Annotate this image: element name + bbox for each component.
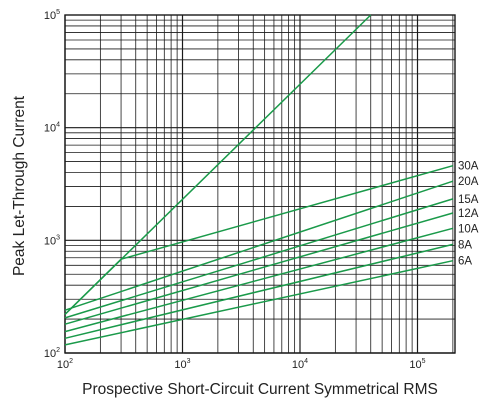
series-label-8a: 8A — [458, 239, 472, 251]
y-axis-label: Peak Let-Through Current — [11, 95, 28, 276]
y-tick-label: 105 — [44, 9, 60, 22]
series-line-20a — [64, 180, 454, 311]
series-line-12a — [64, 212, 454, 325]
series-label-20a: 20A — [458, 176, 479, 188]
y-tick-label: 104 — [44, 122, 60, 135]
x-tick-label: 104 — [292, 358, 308, 371]
series-label-30a: 30A — [458, 161, 479, 173]
series-line-10a — [64, 227, 454, 333]
x-tick-label: 103 — [174, 358, 190, 371]
y-tick-label: 103 — [44, 234, 60, 247]
x-axis-label: Prospective Short-Circuit Current Symmet… — [82, 381, 438, 398]
series-lines — [64, 14, 454, 346]
series-line-15a — [64, 198, 454, 319]
series-label-10a: 10A — [458, 223, 479, 235]
plot-frame — [64, 14, 456, 354]
series-labels: 30A 20A 15A 12A 10A 8A 6A — [458, 161, 479, 268]
tick-labels: 102 103 104 105 102 103 104 105 — [44, 9, 426, 371]
series-label-6a: 6A — [458, 256, 472, 268]
series-line-30a — [64, 164, 454, 315]
series-line-8a — [64, 243, 454, 340]
x-tick-label: 105 — [409, 358, 425, 371]
series-label-12a: 12A — [458, 208, 479, 220]
x-tick-label: 102 — [57, 358, 73, 371]
y-tick-label: 102 — [44, 347, 60, 360]
series-label-15a: 15A — [458, 194, 479, 206]
series-line-6a — [64, 259, 454, 346]
